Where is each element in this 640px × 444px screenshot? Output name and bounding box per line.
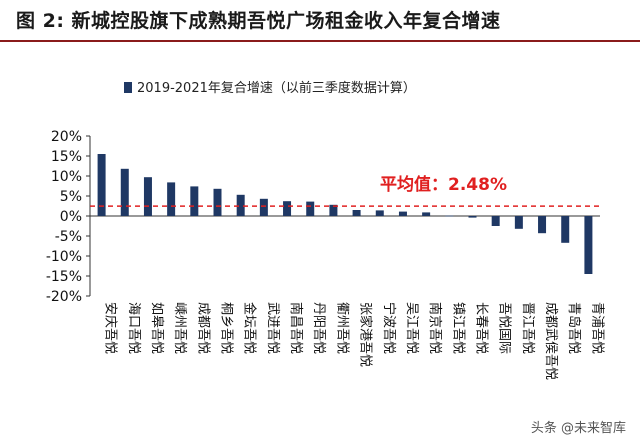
watermark: 头条 @未来智库 — [530, 421, 626, 436]
figure-title: 图 2: 新城控股旗下成熟期吾悦广场租金收入年复合增速 — [16, 10, 501, 32]
x-tick-label: 如皋吾悦 — [149, 302, 165, 354]
bar — [352, 210, 361, 216]
y-tick-label: -5% — [55, 229, 82, 245]
x-tick-label: 成都吾悦 — [195, 302, 210, 354]
bar — [561, 216, 570, 243]
y-tick-label: -10% — [46, 249, 82, 265]
bar — [120, 168, 129, 216]
bar — [259, 198, 268, 216]
bar — [143, 177, 152, 216]
legend-label: 2019-2021年复合增速（以前三季度数据计算） — [137, 80, 416, 96]
x-tick-label: 嵊州吾悦 — [172, 302, 187, 354]
x-tick-label: 海口吾悦 — [126, 302, 141, 354]
x-tick-label: 衢州吾悦 — [334, 302, 349, 354]
bar — [445, 215, 454, 217]
y-tick-label: 20% — [51, 129, 82, 145]
bar — [584, 216, 593, 274]
bar — [236, 194, 245, 216]
bar — [514, 216, 523, 229]
bar — [306, 201, 315, 216]
x-tick-label: 青浦吾悦 — [589, 302, 604, 354]
x-tick-label: 成都武侯吾悦 — [543, 302, 558, 380]
bar — [283, 201, 292, 216]
x-tick-label: 吾悦国际 — [497, 302, 512, 354]
x-tick-label: 宁波吾悦 — [381, 302, 397, 354]
x-tick-label: 张家港吾悦 — [358, 302, 374, 367]
y-tick-label: 0% — [60, 209, 82, 225]
chart-legend: 2019-2021年复合增速（以前三季度数据计算） — [124, 80, 416, 96]
y-tick-label: 15% — [51, 149, 82, 165]
x-tick-label: 丹阳吾悦 — [311, 302, 326, 354]
x-tick-label: 青岛吾悦 — [566, 302, 582, 354]
y-tick-label: -20% — [46, 289, 82, 305]
bar — [468, 216, 477, 218]
bar — [329, 204, 338, 216]
x-tick-label: 南昌吾悦 — [288, 302, 304, 354]
x-tick-label: 长春吾悦 — [474, 302, 489, 354]
x-tick-label: 金坛吾悦 — [242, 302, 258, 354]
y-tick-label: -15% — [46, 269, 82, 285]
x-tick-label: 镇江吾悦 — [450, 302, 465, 354]
bar — [97, 154, 106, 216]
legend-swatch — [124, 82, 132, 93]
x-tick-label: 安庆吾悦 — [103, 302, 118, 354]
bar — [538, 216, 547, 234]
bar — [422, 212, 431, 216]
x-tick-label: 武进吾悦 — [265, 302, 280, 354]
y-tick-label: 5% — [60, 189, 82, 205]
bar — [398, 211, 407, 216]
y-tick-label: 10% — [51, 169, 82, 185]
x-tick-labels: 安庆吾悦 海口吾悦 如皋吾悦 嵊州吾悦 成都吾悦 桐乡吾悦 金坛吾悦 武进吾悦 南昌吾悦 丹阳吾悦… — [103, 302, 605, 380]
chart-bars — [97, 154, 593, 274]
chart-axes: -20% -15% -10% -5% 0% 5% 10% 15% 20% — [46, 129, 600, 305]
bar — [190, 186, 199, 216]
average-label: 平均值：2.48% — [380, 174, 507, 195]
bar — [167, 182, 176, 216]
bar — [491, 216, 500, 226]
bar — [375, 210, 384, 216]
x-tick-label: 吴江吾悦 — [404, 302, 419, 354]
title-divider — [0, 40, 640, 42]
x-tick-label: 晋江吾悦 — [520, 302, 535, 354]
bar — [213, 188, 222, 216]
x-tick-label: 桐乡吾悦 — [219, 302, 234, 354]
x-tick-label: 南京吾悦 — [427, 302, 443, 354]
